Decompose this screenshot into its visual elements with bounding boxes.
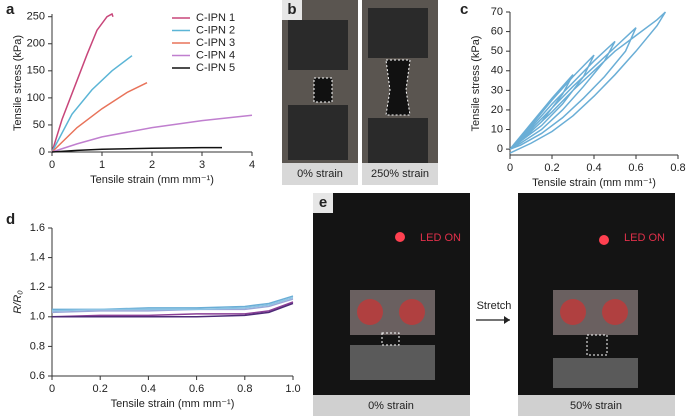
y-tick-label: 10	[491, 123, 503, 135]
data-line	[51, 296, 294, 312]
x-tick-label: 0.2	[93, 383, 108, 395]
legend-label: C-IPN 4	[196, 49, 235, 61]
x-axis-label: Tensile strain (mm mm⁻¹)	[532, 177, 656, 189]
y-tick-label: 20	[491, 104, 503, 116]
legend-label: C-IPN 5	[196, 62, 235, 74]
x-tick-label: 0.4	[586, 162, 601, 174]
data-line	[51, 114, 253, 153]
x-tick-label: 0.8	[670, 162, 685, 174]
y-tick-label: 40	[491, 65, 503, 77]
x-tick-label: 4	[249, 159, 255, 171]
panel-label: a	[6, 1, 15, 18]
x-tick-label: 2	[149, 159, 155, 171]
panel-label: e	[319, 194, 327, 211]
x-tick-label: 0.8	[237, 383, 252, 395]
x-tick-label: 3	[199, 159, 205, 171]
y-tick-label: 150	[27, 65, 45, 77]
y-tick-label: 30	[491, 84, 503, 96]
data-line	[52, 302, 294, 318]
photo-panel-b: b 0% strain 250% strain	[282, 0, 438, 185]
legend-label: C-IPN 2	[196, 24, 235, 36]
y-tick-label: 50	[33, 119, 45, 131]
caption: 0% strain	[368, 400, 414, 412]
y-tick-label: 1.2	[30, 281, 45, 293]
x-tick-label: 1.0	[285, 383, 300, 395]
legend-label: C-IPN 3	[196, 37, 235, 49]
y-tick-label: 0	[39, 146, 45, 158]
data-line	[509, 11, 667, 154]
y-axis-label: Tensile stress (kPa)	[12, 35, 24, 131]
data-line	[51, 301, 294, 318]
y-tick-label: 250	[27, 11, 45, 23]
y-tick-label: 50	[491, 45, 503, 57]
caption: 0% strain	[297, 168, 343, 180]
x-axis-label: Tensile strain (mm mm⁻¹)	[111, 398, 235, 410]
arrow-label: Stretch	[477, 300, 512, 312]
x-tick-label: 0.6	[189, 383, 204, 395]
panel-label: d	[6, 211, 15, 228]
y-tick-label: 60	[491, 25, 503, 37]
y-tick-label: 0	[497, 143, 503, 155]
y-axis-label: Tensile stress (kPa)	[470, 36, 482, 132]
led-label: LED ON	[420, 232, 461, 244]
x-tick-label: 0.2	[544, 162, 559, 174]
y-tick-label: 1.6	[30, 222, 45, 234]
data-line	[51, 55, 133, 153]
x-tick-label: 1	[99, 159, 105, 171]
photo-panel-e: e LED ON LED ON Stretch 0% strain 50% st…	[313, 193, 675, 416]
x-tick-label: 0	[49, 383, 55, 395]
y-tick-label: 0.6	[30, 370, 45, 382]
x-axis-label: Tensile strain (mm mm⁻¹)	[90, 174, 214, 186]
legend-label: C-IPN 1	[196, 12, 235, 24]
y-tick-label: 0.8	[30, 340, 45, 352]
panel-label: b	[287, 1, 296, 18]
data-line	[51, 12, 114, 153]
led-label: LED ON	[624, 232, 665, 244]
y-tick-label: 1.4	[30, 252, 45, 264]
x-tick-label: 0	[507, 162, 513, 174]
caption: 50% strain	[570, 400, 622, 412]
data-line	[51, 146, 222, 153]
caption: 250% strain	[371, 168, 429, 180]
y-tick-label: 100	[27, 92, 45, 104]
y-tick-label: 200	[27, 38, 45, 50]
y-tick-label: 1.0	[30, 311, 45, 323]
x-tick-label: 0.4	[141, 383, 156, 395]
data-line	[51, 82, 148, 153]
y-tick-label: 70	[491, 6, 503, 18]
x-tick-label: 0	[49, 159, 55, 171]
x-tick-label: 0.6	[628, 162, 643, 174]
y-axis-label: R/R₀	[12, 290, 24, 314]
panel-label: c	[460, 1, 468, 18]
